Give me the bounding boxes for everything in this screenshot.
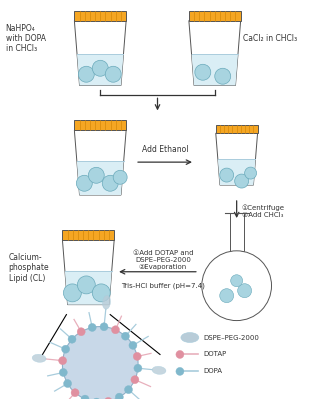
Circle shape — [92, 60, 108, 76]
Bar — [74, 120, 126, 130]
Ellipse shape — [102, 295, 110, 309]
Circle shape — [195, 64, 211, 80]
Circle shape — [92, 284, 110, 302]
Bar — [63, 230, 114, 240]
Circle shape — [78, 276, 95, 294]
Circle shape — [59, 368, 67, 376]
Circle shape — [176, 368, 184, 375]
Circle shape — [62, 345, 70, 353]
Circle shape — [133, 352, 141, 360]
Circle shape — [105, 66, 121, 82]
Circle shape — [77, 328, 85, 336]
Circle shape — [215, 68, 231, 84]
Polygon shape — [216, 133, 257, 185]
Circle shape — [112, 326, 120, 334]
Polygon shape — [63, 240, 114, 305]
Circle shape — [88, 167, 104, 183]
Text: Tris-HCl buffer (pH=7.4): Tris-HCl buffer (pH=7.4) — [121, 283, 205, 289]
Circle shape — [78, 66, 94, 82]
Circle shape — [102, 175, 118, 191]
Circle shape — [100, 323, 108, 331]
Circle shape — [131, 376, 139, 384]
Text: ①Centrifuge
②Add CHCl₃: ①Centrifuge ②Add CHCl₃ — [241, 204, 285, 218]
Circle shape — [68, 335, 76, 343]
Polygon shape — [218, 159, 256, 185]
Circle shape — [231, 275, 243, 287]
Text: ①Add DOTAP and
DSPE–PEG-2000
②Evaporation: ①Add DOTAP and DSPE–PEG-2000 ②Evaporatio… — [133, 250, 193, 270]
Circle shape — [235, 174, 249, 188]
Bar — [230, 213, 244, 251]
Polygon shape — [77, 161, 124, 195]
Text: Calcium-
phosphate
Lipid (CL): Calcium- phosphate Lipid (CL) — [9, 253, 49, 283]
Polygon shape — [189, 21, 241, 85]
Circle shape — [71, 389, 79, 397]
Circle shape — [104, 398, 112, 400]
Circle shape — [122, 332, 130, 340]
Text: DOTAP: DOTAP — [204, 352, 227, 358]
Text: DSPE–PEG-2000: DSPE–PEG-2000 — [204, 334, 260, 340]
Circle shape — [202, 251, 271, 320]
Polygon shape — [192, 54, 238, 85]
Circle shape — [245, 167, 256, 179]
Bar — [74, 11, 126, 21]
Bar — [189, 11, 241, 21]
Circle shape — [63, 284, 81, 302]
Circle shape — [59, 357, 67, 365]
Bar — [216, 125, 257, 133]
Circle shape — [63, 380, 71, 388]
Circle shape — [134, 364, 142, 372]
Text: Add Ethanol: Add Ethanol — [142, 145, 188, 154]
Circle shape — [176, 350, 184, 358]
Circle shape — [113, 170, 127, 184]
Text: DOPA: DOPA — [204, 368, 223, 374]
Ellipse shape — [32, 354, 46, 362]
Circle shape — [129, 341, 137, 349]
Ellipse shape — [181, 332, 199, 342]
Circle shape — [63, 326, 138, 400]
Ellipse shape — [152, 366, 166, 374]
Polygon shape — [74, 21, 126, 85]
Circle shape — [124, 386, 132, 394]
Circle shape — [88, 324, 96, 332]
Text: NaHPO₄
with DOPA
in CHCl₃: NaHPO₄ with DOPA in CHCl₃ — [6, 24, 46, 54]
Circle shape — [220, 289, 234, 303]
Polygon shape — [74, 130, 126, 195]
Circle shape — [76, 175, 92, 191]
Circle shape — [115, 393, 123, 400]
Circle shape — [93, 398, 100, 400]
Polygon shape — [77, 54, 123, 85]
Polygon shape — [65, 271, 112, 305]
Circle shape — [81, 395, 89, 400]
Circle shape — [220, 168, 234, 182]
Circle shape — [238, 284, 252, 298]
Text: CaCl₂ in CHCl₃: CaCl₂ in CHCl₃ — [243, 34, 297, 43]
